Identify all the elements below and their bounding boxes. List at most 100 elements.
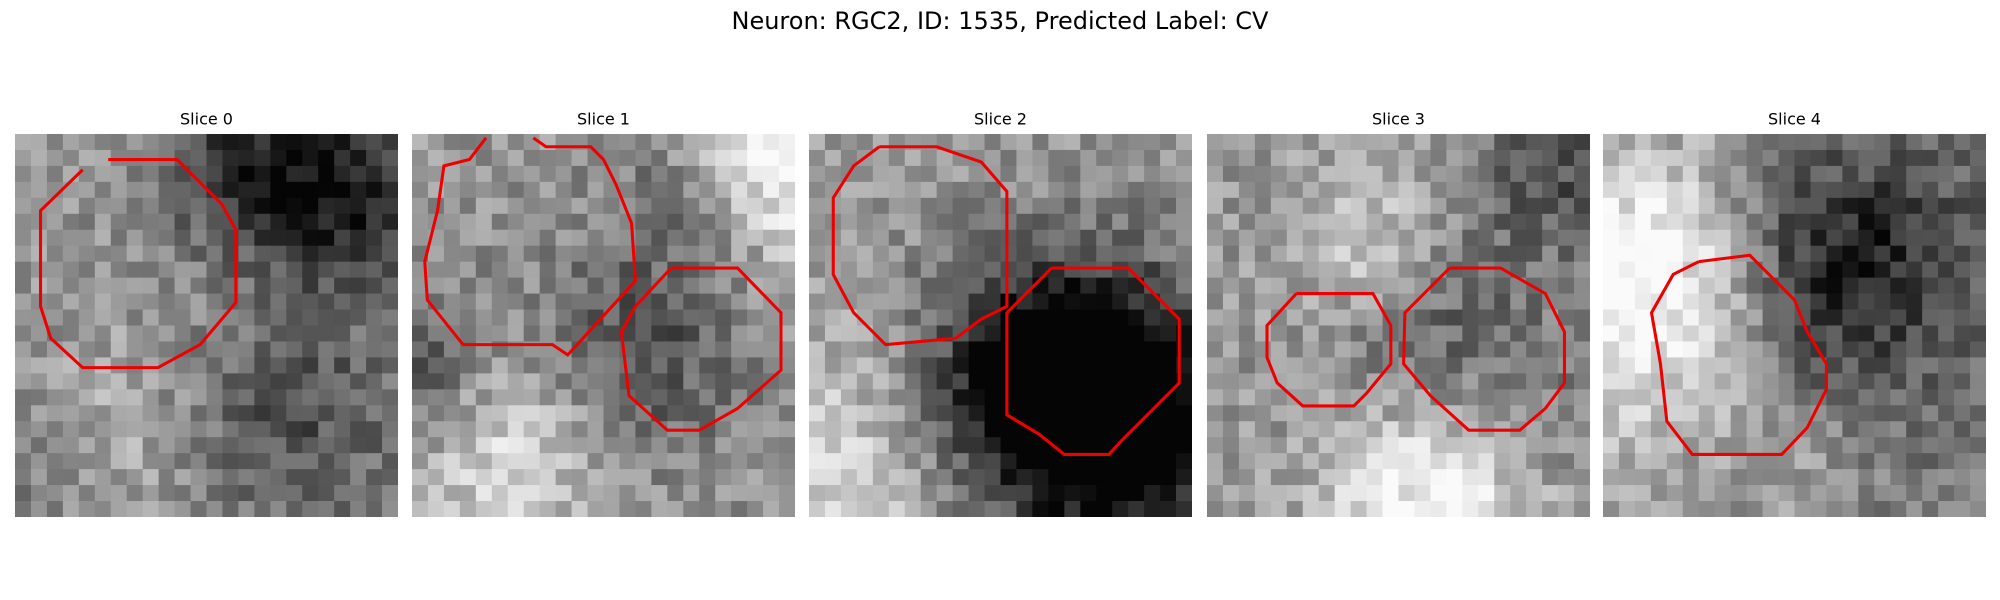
pixel [491,293,509,310]
pixel [1954,277,1971,294]
pixel [318,453,335,470]
pixel [350,357,367,374]
pixel [1634,229,1652,247]
pixel [1128,421,1145,438]
pixel [1222,501,1240,517]
pixel [809,309,826,326]
pixel [1414,453,1431,470]
pixel [382,405,398,422]
pixel [1016,389,1033,406]
pixel [699,325,716,342]
pixel [1714,373,1732,390]
pixel [936,261,954,279]
pixel [1634,437,1652,454]
pixel [1207,469,1224,486]
pixel [254,469,271,486]
pixel [190,469,207,486]
pixel [1558,325,1575,342]
pixel [286,261,303,279]
pixel [1810,357,1827,374]
pixel [1730,341,1748,358]
pixel [254,245,271,263]
pixel [920,181,938,199]
pixel [1603,357,1620,374]
pixel [254,149,271,167]
pixel [366,261,383,279]
pixel [1302,405,1320,422]
pixel [1462,357,1479,374]
pixel [318,261,335,279]
pixel [1698,197,1716,215]
pixel [809,405,826,422]
pixel [872,437,890,454]
pixel [1430,261,1447,279]
pixel [968,453,985,470]
pixel [1810,501,1827,517]
pixel [412,357,429,374]
pixel [1112,309,1129,326]
pixel [1112,277,1129,294]
pixel [1494,149,1511,167]
pixel [1574,501,1590,517]
pixel [1970,437,1986,454]
pixel [888,389,906,406]
pixel [286,453,303,470]
pixel [15,213,32,231]
pixel [539,197,557,215]
pixel [1430,245,1447,263]
pixel [1650,469,1668,486]
pixel [507,165,525,183]
pixel [1446,453,1463,470]
pixel [571,373,588,390]
pixel [1414,501,1431,517]
pixel [904,485,922,502]
pixel [412,469,429,486]
pixel [94,213,112,231]
pixel [571,277,588,294]
pixel [222,325,239,342]
pixel [1016,421,1033,438]
pixel [62,357,80,374]
pixel [952,213,969,231]
pixel [1746,373,1763,390]
pixel [350,149,367,167]
pixel [1618,181,1636,199]
pixel [747,437,764,454]
pixel [1494,501,1511,517]
pixel [46,357,64,374]
pixels [1207,134,1590,517]
pixel [840,277,858,294]
pixel [1874,165,1891,183]
pixel [1462,485,1479,502]
pixel [1922,229,1939,247]
pixel [1128,309,1145,326]
pixel [1144,469,1161,486]
pixel [1064,261,1081,279]
pixel [747,197,764,215]
pixel [555,293,572,310]
pixel [1238,245,1256,263]
pixel [1574,309,1590,326]
pixel [1906,325,1923,342]
pixel [1858,373,1875,390]
pixel [1080,389,1097,406]
pixel [1144,325,1161,342]
pixel [539,309,557,326]
pixel [1254,245,1272,263]
pixel [1858,405,1875,422]
pixel [555,309,572,326]
pixel [1842,421,1859,438]
pixel [62,421,80,438]
pixel [366,453,383,470]
pixel [1730,469,1748,486]
pixel [952,421,969,438]
pixel [174,421,191,438]
pixel [1714,389,1732,406]
panel-title: Slice 1 [577,110,630,129]
pixel [555,261,572,279]
pixel [840,149,858,167]
pixel [523,245,541,263]
pixel [1462,453,1479,470]
pixel [968,389,985,406]
pixel [1000,134,1017,151]
